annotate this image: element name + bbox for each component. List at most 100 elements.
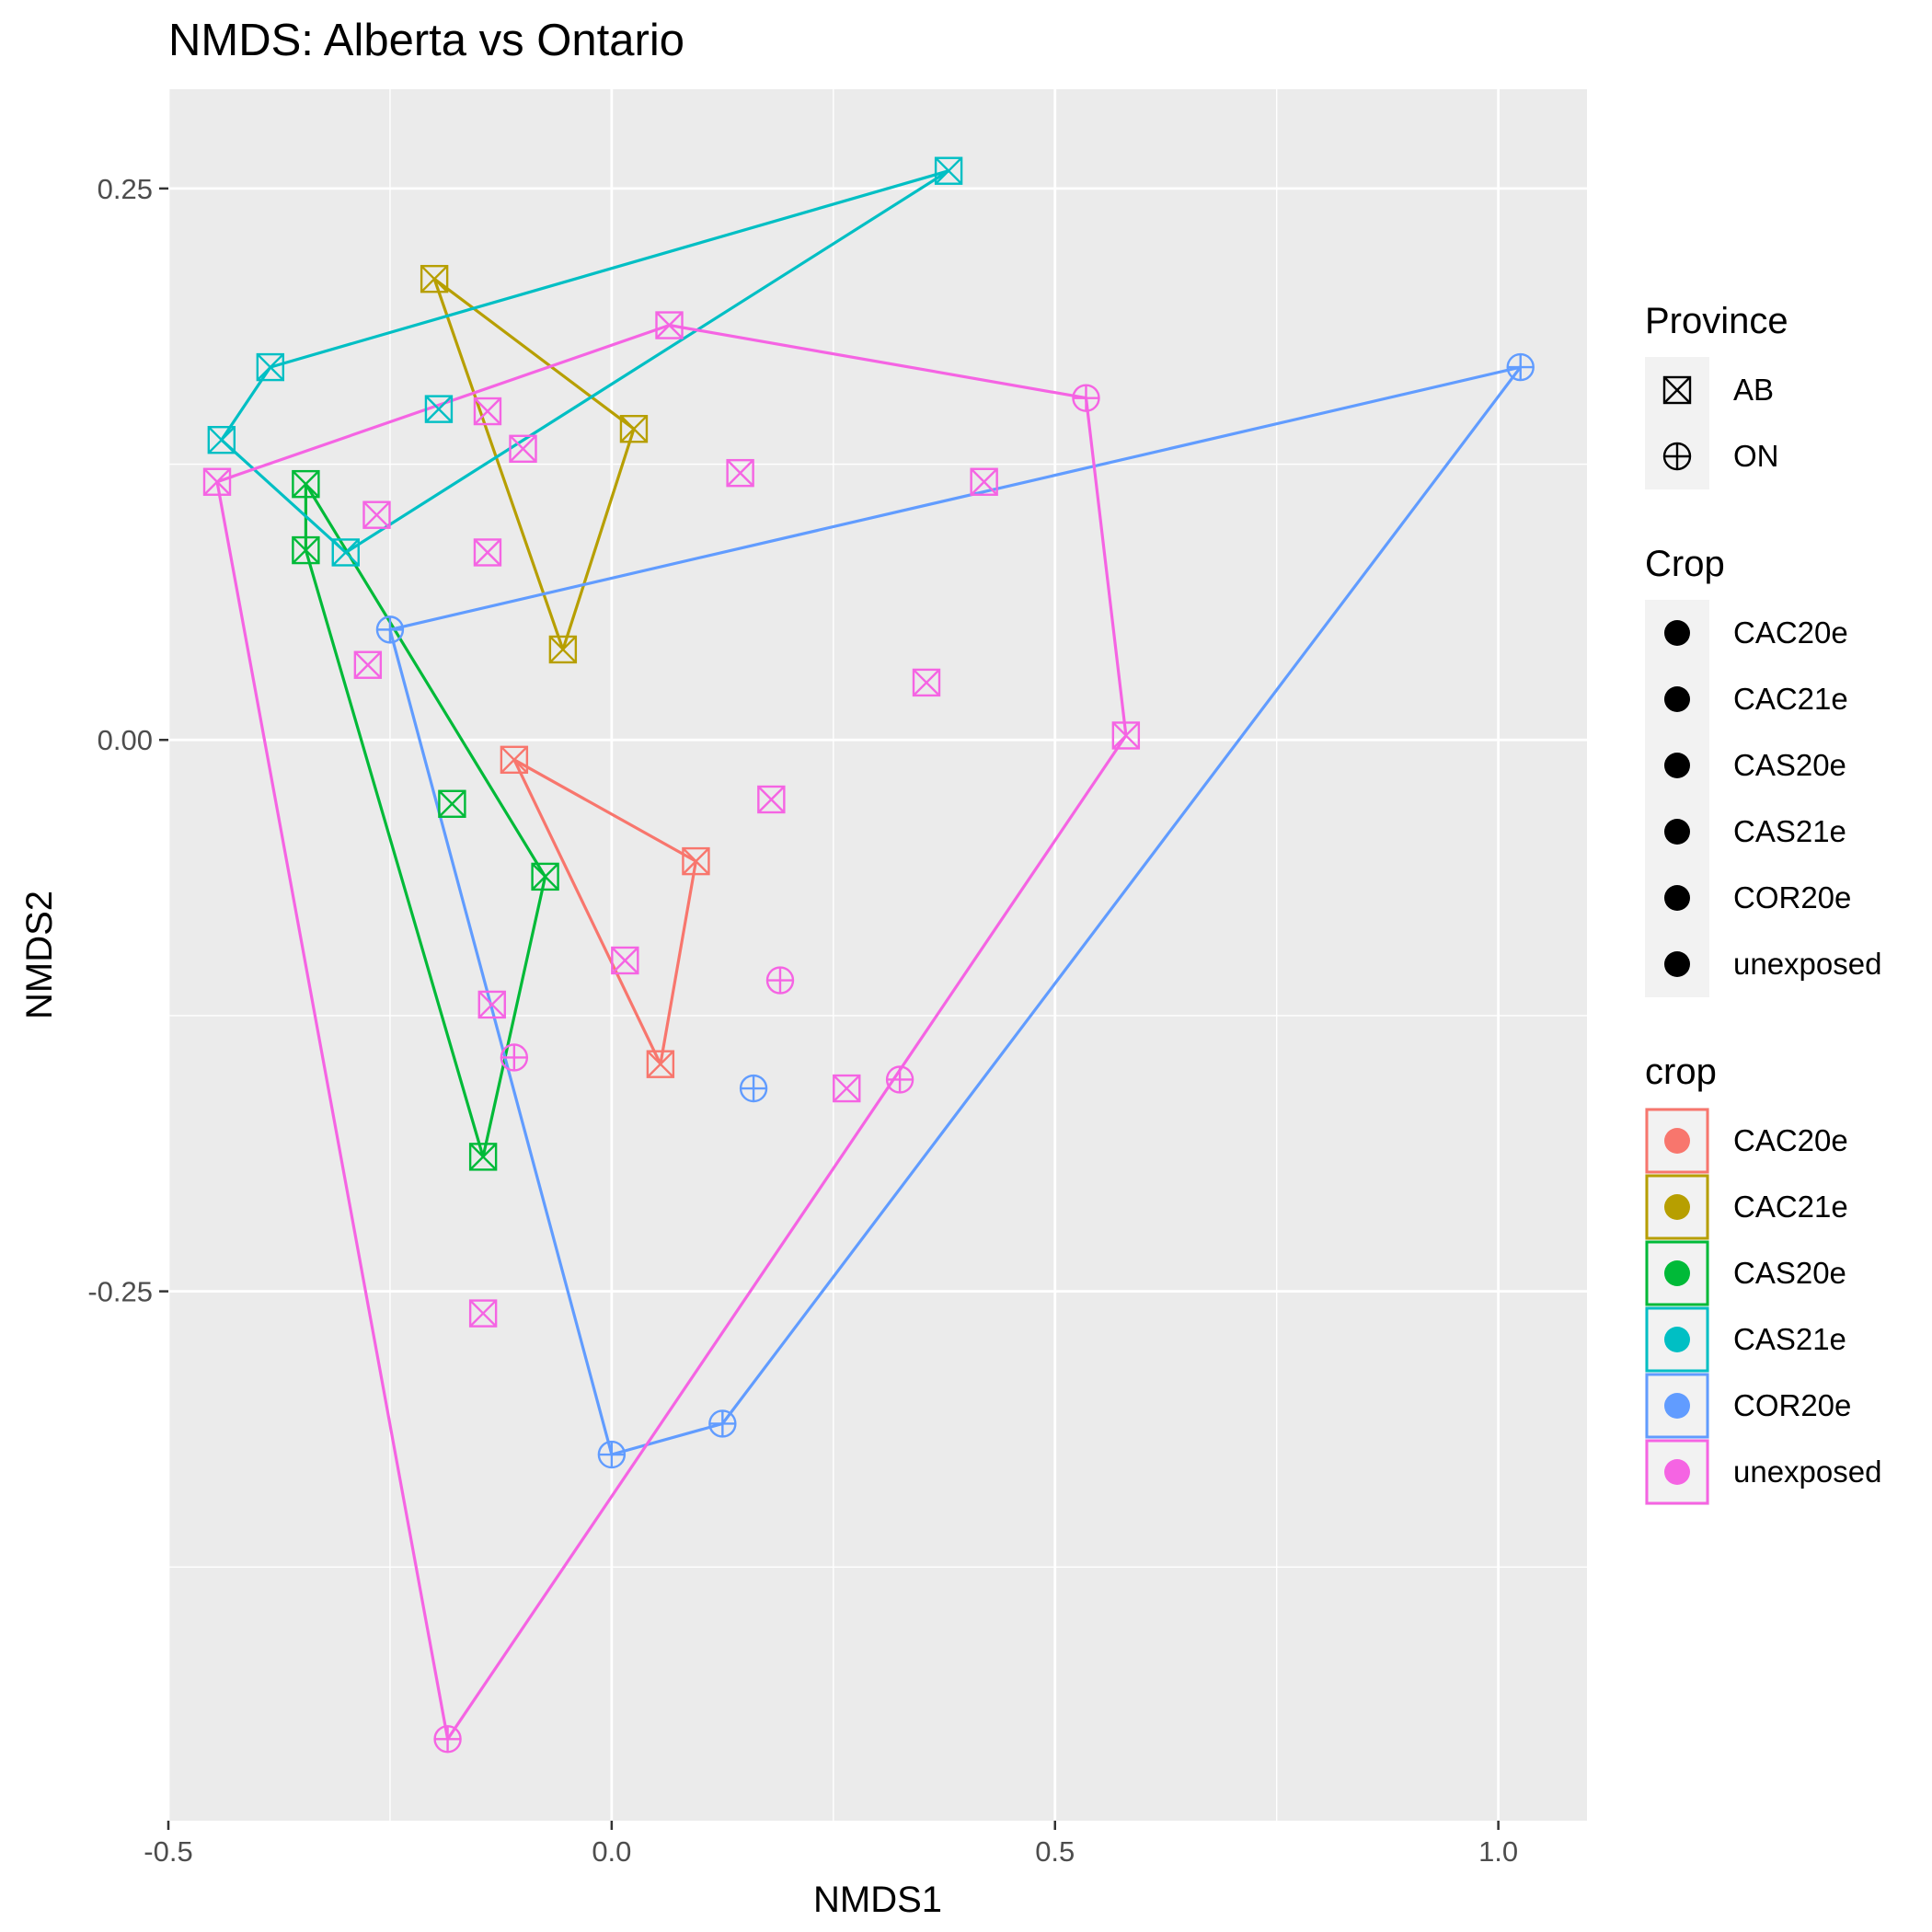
legend-color-dot-cor20e — [1664, 1393, 1690, 1419]
legend-swatch-cas20e — [1645, 1240, 1709, 1306]
legend-title-crop: Crop — [1645, 544, 1725, 584]
point-unexposed-on — [1072, 384, 1100, 412]
point-unexposed-ab — [611, 946, 639, 975]
legend-swatch-cor20e — [1645, 1373, 1709, 1439]
hull-unexposed — [215, 323, 1128, 1741]
legend-dot-cor20e — [1664, 885, 1690, 911]
legend-label-cac21e: CAC21e — [1733, 1190, 1848, 1224]
point-cac20e-ab — [682, 846, 710, 876]
legend-dot-cas20e — [1664, 753, 1690, 778]
point-cor20e-on — [739, 1074, 768, 1103]
point-unexposed-on — [500, 1043, 529, 1072]
legend-dot-cac20e — [1664, 620, 1690, 646]
legend-dot-unexposed — [1664, 951, 1690, 977]
point-cas20e-ab — [531, 862, 559, 891]
point-unexposed-ab — [833, 1074, 861, 1103]
legend-area: ProvinceABONCropCAC20eCAC21eCAS20eCAS21e… — [1645, 301, 1881, 1505]
point-cac20e-ab — [646, 1050, 675, 1078]
point-cas21e-ab — [256, 352, 285, 382]
point-unexposed-on — [433, 1725, 462, 1754]
y-tick-label: 0.00 — [98, 724, 153, 756]
chart-title: NMDS: Alberta vs Ontario — [168, 16, 684, 65]
point-cor20e-on — [708, 1409, 737, 1438]
legend-label-cas21e: CAS21e — [1733, 814, 1846, 848]
x-tick-label: 1.0 — [1478, 1835, 1518, 1868]
y-tick-label: 0.25 — [98, 173, 153, 205]
legend-color-dot-unexposed — [1664, 1459, 1690, 1485]
legend-title-province: Province — [1645, 301, 1788, 341]
point-cac21e-ab — [420, 264, 449, 293]
point-unexposed-ab — [726, 458, 754, 488]
legend-label-on: ON — [1733, 439, 1779, 473]
legend-swatch-cas21e — [1645, 1306, 1709, 1373]
point-unexposed-ab — [468, 1299, 498, 1328]
point-cac20e-ab — [500, 745, 529, 775]
point-cac21e-ab — [619, 415, 649, 443]
legend-label-cor20e: COR20e — [1733, 1388, 1851, 1422]
grid-major — [167, 89, 1587, 1821]
legend-label-cac20e: CAC20e — [1733, 615, 1848, 650]
legend-dot-cac21e — [1664, 686, 1690, 712]
point-unexposed-ab — [1111, 721, 1141, 750]
point-cas21e-ab — [207, 425, 236, 454]
plot-panel — [168, 89, 1587, 1821]
x-tick-label: -0.5 — [144, 1835, 192, 1868]
point-cas21e-ab — [934, 156, 963, 185]
x-axis-label: NMDS1 — [813, 1880, 942, 1920]
grid-minor — [168, 89, 1587, 1821]
legend-swatch-unexposed — [1645, 1439, 1709, 1505]
point-cas20e-ab — [292, 535, 320, 565]
point-unexposed-ab — [362, 500, 391, 529]
hull-cac20e — [512, 758, 698, 1066]
point-unexposed-ab — [473, 538, 502, 567]
point-cas20e-ab — [468, 1143, 498, 1171]
point-unexposed-ab — [202, 467, 232, 496]
x-tick-label: 0.5 — [1035, 1835, 1075, 1868]
point-unexposed-on — [765, 966, 795, 995]
x-tick-label: 0.0 — [592, 1835, 631, 1868]
point-unexposed-ab — [509, 434, 537, 463]
x-axis: -0.5 0.0 0.5 1.0 — [144, 1821, 1518, 1868]
point-cor20e-on — [597, 1440, 627, 1469]
point-unexposed-ab — [757, 785, 786, 814]
legend-color-dot-cas21e — [1664, 1327, 1690, 1352]
point-cas20e-ab — [438, 789, 466, 818]
legend-label-cac21e: CAC21e — [1733, 682, 1848, 716]
legend-label-cas20e: CAS20e — [1733, 748, 1846, 782]
point-unexposed-ab — [477, 990, 506, 1019]
legend-symbol-ab — [1662, 375, 1692, 405]
legend-label-cac20e: CAC20e — [1733, 1123, 1848, 1157]
legend-label-unexposed: unexposed — [1733, 947, 1881, 981]
legend-label-ab: AB — [1733, 373, 1774, 407]
legend-swatch-cac20e — [1645, 1108, 1709, 1174]
point-unexposed-ab — [655, 311, 684, 339]
legend-label-unexposed: unexposed — [1733, 1455, 1881, 1489]
hull-cac21e — [432, 277, 636, 651]
point-layer — [202, 156, 1535, 1754]
legend-title-crop: crop — [1645, 1052, 1717, 1092]
legend-color-dot-cac21e — [1664, 1194, 1690, 1220]
point-cor20e-on — [1506, 352, 1535, 382]
point-cas21e-ab — [331, 538, 360, 567]
legend-symbol-on — [1662, 442, 1692, 471]
legend-label-cas21e: CAS21e — [1733, 1322, 1846, 1356]
point-cas20e-ab — [292, 469, 320, 499]
y-tick-label: -0.25 — [87, 1276, 153, 1308]
point-unexposed-ab — [970, 467, 998, 496]
legend-color-dot-cac20e — [1664, 1128, 1690, 1154]
y-axis: -0.25 0.00 0.25 — [87, 173, 168, 1308]
point-unexposed-ab — [473, 397, 502, 426]
point-unexposed-ab — [353, 650, 383, 679]
legend-label-cas20e: CAS20e — [1733, 1256, 1846, 1290]
legend-dot-cas21e — [1664, 819, 1690, 845]
point-cas21e-ab — [424, 395, 454, 423]
y-axis-label: NMDS2 — [19, 891, 60, 1019]
point-unexposed-on — [885, 1065, 914, 1094]
legend-color-dot-cas20e — [1664, 1260, 1690, 1286]
legend-swatch-cac21e — [1645, 1174, 1709, 1240]
point-cac21e-ab — [548, 635, 578, 664]
point-unexposed-ab — [912, 668, 941, 697]
legend-label-cor20e: COR20e — [1733, 880, 1851, 914]
point-cor20e-on — [375, 615, 405, 644]
